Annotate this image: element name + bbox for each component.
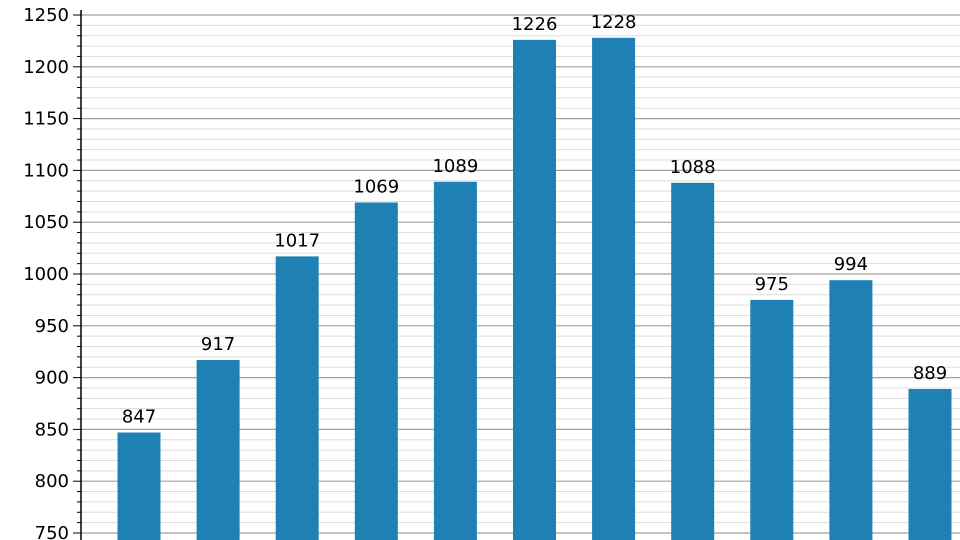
bar-value-label: 917 <box>201 334 235 355</box>
y-tick-label: 1050 <box>23 212 69 233</box>
y-tick-label: 1100 <box>23 160 69 181</box>
y-tick-label: 750 <box>35 523 69 540</box>
y-tick-label: 800 <box>35 471 69 492</box>
y-tick-label: 950 <box>35 316 69 337</box>
bar-value-label: 1228 <box>591 12 637 33</box>
bar-value-label: 994 <box>834 254 868 275</box>
bar <box>354 202 398 540</box>
data-labels: 847 917 1017 1069 1089 1226 1228 1088 975 994 889 <box>122 12 947 428</box>
bar <box>275 256 319 540</box>
bar-value-label: 975 <box>755 274 789 295</box>
bar <box>117 432 161 540</box>
bar <box>513 39 556 540</box>
y-tick-label: 850 <box>35 419 69 440</box>
bar <box>750 299 794 540</box>
bar-value-label: 1069 <box>353 177 399 198</box>
bar <box>196 359 240 540</box>
bars <box>117 37 952 540</box>
bar <box>592 37 636 540</box>
bar <box>908 388 952 540</box>
bar-value-label: 847 <box>122 407 156 428</box>
bar-value-label: 1017 <box>274 230 320 251</box>
bar-value-label: 1089 <box>432 156 478 177</box>
bar-value-label: 1088 <box>670 157 716 178</box>
bar-value-label: 1226 <box>512 14 558 35</box>
bar-value-label: 889 <box>913 363 947 384</box>
y-tick-label: 900 <box>35 368 69 389</box>
bar <box>433 181 477 540</box>
y-tick-label: 1250 <box>23 5 69 26</box>
bar <box>671 182 715 540</box>
y-axis: 750 800 850 900 950 1000 1050 1100 1150 1200 1250 <box>23 5 82 540</box>
y-tick-label: 1150 <box>23 109 69 130</box>
y-tick-label: 1200 <box>23 57 69 78</box>
y-tick-label: 1000 <box>23 264 69 285</box>
bar <box>829 280 873 540</box>
